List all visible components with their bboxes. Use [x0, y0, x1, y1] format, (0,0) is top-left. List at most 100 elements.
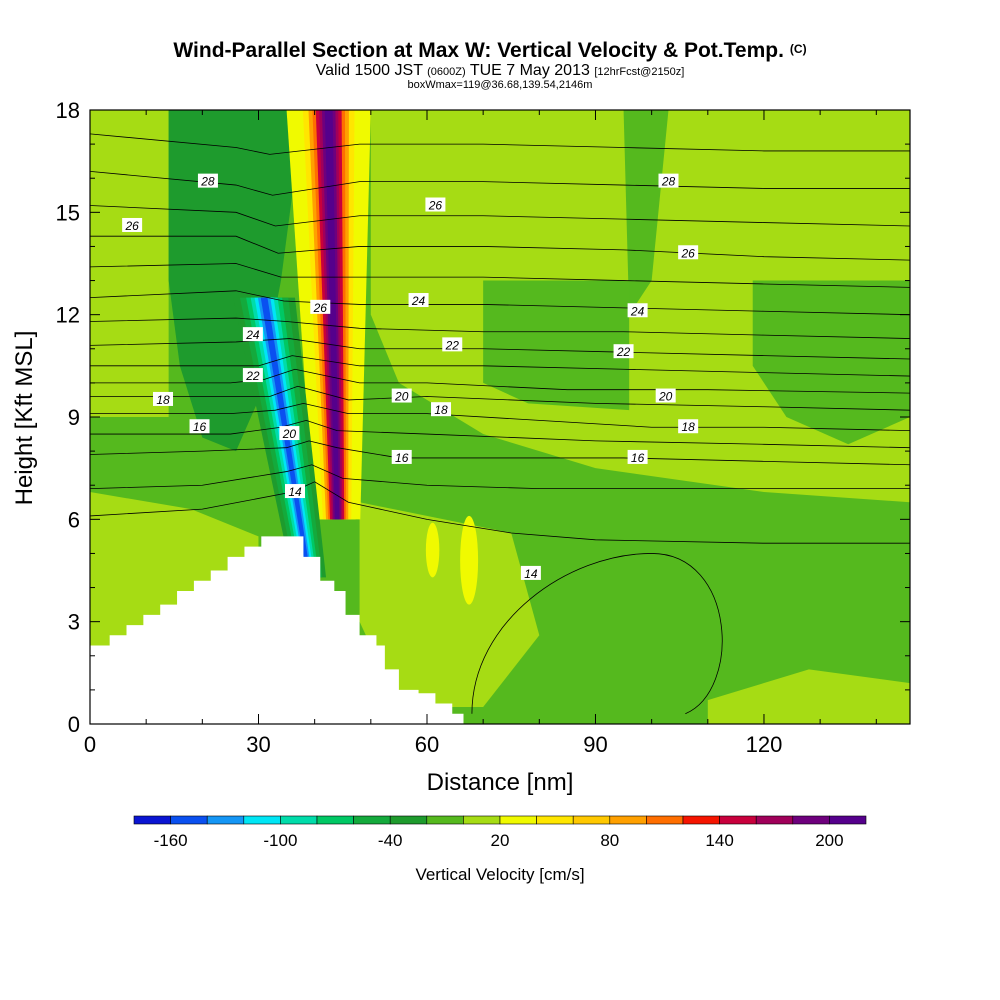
y-axis: 0 3 6 9 12 15 18: [56, 98, 910, 737]
colorbar-tick-label: 200: [815, 831, 843, 850]
svg-text:22: 22: [245, 369, 260, 383]
theta-contour-16: [90, 440, 910, 466]
svg-text:22: 22: [616, 345, 631, 359]
theta-contour-18: [90, 402, 910, 432]
contour-label-14: 14: [285, 484, 305, 499]
contour-label-26: 26: [678, 245, 699, 260]
svg-text:26: 26: [313, 301, 328, 315]
theta-contour-23: [90, 317, 910, 339]
colorbar-swatch: [243, 815, 281, 825]
chart-subtitle: Valid 1500 JST (0600Z) TUE 7 May 2013 [1…: [316, 62, 685, 79]
colorbar-swatch: [353, 815, 391, 825]
colorbar-tick-label: 140: [705, 831, 733, 850]
contour-label-24: 24: [242, 327, 263, 342]
field-patch-light-bottom-right: [707, 669, 910, 724]
svg-text:14: 14: [524, 567, 538, 581]
contour-label-16: 16: [189, 419, 210, 434]
contour-label-14: 14: [520, 565, 541, 581]
svg-text:22: 22: [445, 338, 460, 352]
colorbar-swatch: [170, 815, 208, 825]
svg-text:28: 28: [200, 175, 215, 189]
y-tick-label: 6: [68, 507, 80, 532]
theta-contours: [90, 133, 910, 715]
theta-contour-21: [90, 355, 910, 377]
contour-label-16: 16: [391, 449, 412, 465]
contour-label-16: 16: [627, 449, 648, 465]
contour-label-26: 26: [425, 197, 446, 213]
svg-text:18: 18: [681, 420, 695, 434]
svg-text:24: 24: [411, 294, 426, 308]
x-tick-label: 30: [246, 732, 270, 757]
colorbar-swatch: [609, 815, 647, 825]
field-patch-light-bottom: [359, 502, 540, 707]
theta-contour-15: [90, 464, 910, 490]
svg-text:20: 20: [394, 390, 409, 404]
colorbar-swatch: [572, 815, 611, 825]
theta-contour-28: [90, 171, 910, 196]
colorbar-swatch: [316, 815, 354, 825]
svg-text:18: 18: [156, 393, 170, 407]
svg-text:14: 14: [288, 485, 302, 499]
svg-text:20: 20: [658, 390, 673, 404]
svg-text:26: 26: [124, 219, 139, 233]
contour-label-22: 22: [442, 337, 463, 352]
contour-label-18: 18: [678, 419, 699, 434]
y-tick-label: 9: [68, 405, 80, 430]
colorbar-tick-label: 80: [600, 831, 619, 850]
theta-contour-14-loop: [471, 553, 723, 715]
contour-label-18: 18: [153, 391, 174, 407]
colorbar-swatch: [536, 815, 574, 825]
theta-contour-27: [90, 205, 910, 227]
y-axis-label: Height [Kft MSL]: [11, 331, 38, 506]
y-tick-label: 0: [68, 712, 80, 737]
y-tick-label: 12: [56, 303, 80, 328]
chart-title: Wind-Parallel Section at Max W: Vertical…: [173, 39, 806, 62]
svg-text:16: 16: [631, 451, 645, 465]
contour-label-20: 20: [279, 426, 300, 441]
x-tick-label: 60: [415, 732, 439, 757]
svg-text:26: 26: [428, 199, 443, 213]
contour-label-20: 20: [655, 388, 676, 404]
colorbar-swatch: [829, 815, 867, 825]
weak-up-1: [425, 522, 440, 578]
contour-label-22: 22: [242, 368, 263, 383]
contour-label-28: 28: [197, 173, 218, 189]
y-tick-label: 15: [56, 200, 80, 225]
contour-label-24: 24: [627, 303, 648, 318]
colorbar-tick-label: -100: [263, 831, 297, 850]
y-tick-label: 18: [56, 98, 80, 123]
plot-area: 28 26 24 22 18 16 20 14 26 26 24 22 20 18 16 14 28 26 24 22…: [90, 110, 910, 724]
weak-up-2: [460, 515, 479, 605]
colorbar: -160 -100 -40 20 80 140 200: [133, 815, 867, 850]
colorbar-label: Vertical Velocity [cm/s]: [415, 865, 584, 884]
y-tick-label: 3: [68, 610, 80, 635]
contour-label-20: 20: [391, 388, 412, 404]
contour-label-28: 28: [658, 173, 679, 189]
contour-label-26: 26: [310, 299, 331, 315]
theta-contour-labels: 28 26 24 22 18 16 20 14 26 26 24 22 20 18 16 14 28 26 24 22…: [122, 173, 699, 581]
colorbar-swatch: [206, 815, 245, 825]
svg-text:24: 24: [630, 304, 645, 318]
terrain-mask: [90, 536, 910, 724]
field-patch-light-left-b: [90, 110, 169, 417]
svg-text:28: 28: [661, 175, 676, 189]
colorbar-swatch: [426, 815, 464, 825]
theta-contour-25: [90, 263, 910, 288]
contour-label-18: 18: [431, 402, 452, 417]
theta-contour-19: [90, 385, 910, 411]
field-patch-green-right-c: [483, 280, 630, 411]
x-tick-label: 0: [84, 732, 96, 757]
colorbar-swatch: [792, 815, 830, 825]
svg-text:18: 18: [434, 403, 448, 417]
field-patch-green-right-a: [623, 110, 669, 315]
x-tick-label: 90: [583, 732, 607, 757]
theta-contour-22: [90, 338, 910, 360]
contour-label-22: 22: [613, 344, 634, 359]
colorbar-tick-label: 20: [491, 831, 510, 850]
colorbar-tick-label: -40: [378, 831, 403, 850]
svg-text:20: 20: [282, 427, 297, 441]
svg-text:26: 26: [680, 246, 695, 260]
colorbar-swatch: [646, 815, 684, 825]
x-axis-label: Distance [nm]: [427, 769, 574, 796]
theta-contour-14: [90, 481, 910, 544]
